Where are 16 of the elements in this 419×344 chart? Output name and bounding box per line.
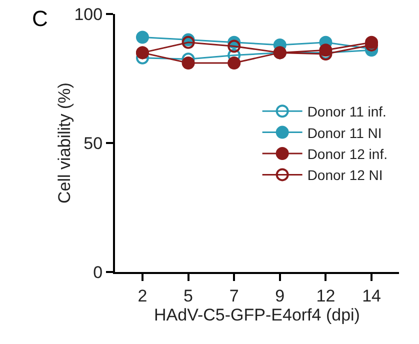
legend-label: Donor 12 NI <box>307 167 383 184</box>
x-tick-label: 9 <box>275 286 285 306</box>
y-tick-label: 0 <box>93 262 103 282</box>
y-tick-label: 100 <box>74 4 103 24</box>
y-axis-title: Cell viability (%) <box>55 82 74 204</box>
x-axis-title: HAdV-C5-GFP-E4orf4 (dpi) <box>154 305 360 324</box>
x-tick-label: 12 <box>316 286 336 306</box>
legend-label: Donor 12 inf. <box>307 146 388 162</box>
x-tick-label: 5 <box>184 286 194 306</box>
text: C <box>32 6 48 31</box>
x-tick-label: 14 <box>362 286 381 306</box>
x-tick-label: 7 <box>229 286 239 306</box>
y-tick-label: 50 <box>84 134 103 153</box>
x-tick-label: 2 <box>138 286 148 306</box>
legend-label: Donor 11 NI <box>307 124 382 141</box>
legend-label: Donor 11 inf. <box>307 104 386 120</box>
